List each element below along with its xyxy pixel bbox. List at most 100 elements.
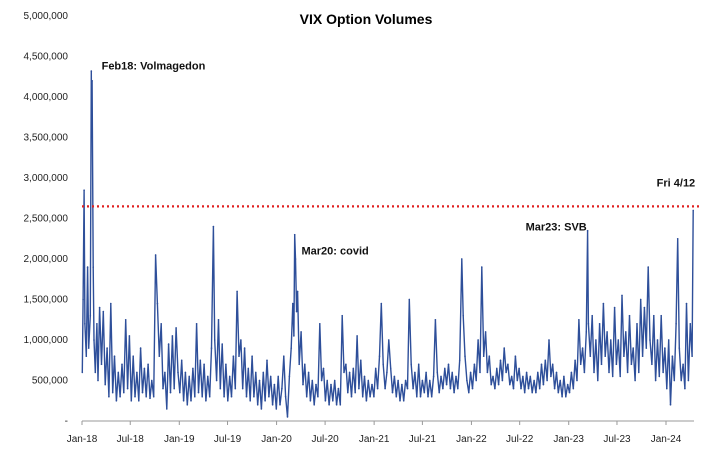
data-point — [684, 387, 686, 390]
data-point — [641, 355, 644, 358]
data-point — [404, 379, 407, 382]
data-point — [294, 258, 297, 260]
annotation-label: Mar23: SVB — [526, 222, 587, 234]
data-point — [555, 371, 558, 374]
data-point — [201, 395, 203, 398]
data-point — [134, 395, 136, 398]
x-tick-label: Jul-18 — [117, 434, 145, 445]
data-point — [286, 416, 289, 418]
data-point — [458, 359, 461, 362]
data-point — [626, 371, 629, 374]
data-point — [279, 404, 281, 406]
data-point — [585, 331, 588, 333]
data-point — [326, 379, 329, 382]
data-point — [152, 395, 155, 398]
data-point — [649, 339, 651, 341]
data-point — [195, 323, 198, 325]
data-point — [186, 404, 189, 406]
y-tick-label: 1,500,000 — [24, 295, 69, 306]
data-point — [469, 371, 472, 374]
data-point — [147, 363, 149, 366]
data-point — [219, 387, 222, 390]
data-point — [425, 371, 427, 374]
data-point — [97, 379, 99, 382]
data-point — [643, 306, 646, 309]
data-point — [410, 363, 413, 366]
data-point — [669, 404, 672, 406]
data-point — [563, 375, 565, 378]
data-point — [296, 290, 299, 293]
data-point — [212, 225, 215, 228]
data-point — [482, 355, 485, 358]
data-point — [273, 383, 276, 386]
data-point — [685, 302, 688, 305]
data-point — [177, 371, 179, 374]
data-point — [190, 400, 192, 402]
data-point — [315, 383, 317, 386]
data-point — [307, 371, 310, 374]
data-point — [636, 323, 638, 325]
data-point — [266, 359, 268, 362]
data-point — [290, 347, 293, 349]
data-point — [481, 266, 483, 268]
data-point — [673, 379, 676, 382]
data-point — [615, 363, 618, 366]
data-point — [121, 363, 123, 366]
x-tick-label: Jul-21 — [409, 434, 437, 445]
data-point — [687, 379, 690, 382]
data-point — [376, 387, 379, 390]
data-point — [156, 302, 159, 305]
data-point — [293, 233, 296, 236]
data-point — [106, 347, 108, 349]
data-point — [295, 310, 298, 313]
data-point — [81, 371, 84, 374]
data-point — [277, 375, 280, 378]
data-point — [228, 375, 231, 378]
data-point — [255, 371, 257, 374]
data-point — [691, 355, 693, 358]
data-point — [110, 302, 112, 305]
data-point — [164, 371, 166, 374]
data-point — [332, 400, 334, 402]
x-tick-label: Jul-23 — [603, 434, 631, 445]
data-point — [488, 355, 491, 358]
data-point — [445, 383, 448, 386]
data-point — [203, 363, 205, 366]
data-point — [92, 266, 94, 268]
data-point — [475, 379, 478, 382]
data-point — [653, 314, 655, 317]
data-point — [238, 355, 240, 358]
data-point — [333, 379, 336, 382]
data-point — [397, 379, 399, 382]
data-point — [230, 395, 233, 398]
data-point — [83, 189, 85, 191]
data-point — [173, 387, 175, 390]
data-point — [591, 314, 593, 317]
data-point — [258, 379, 261, 382]
data-point — [225, 363, 227, 366]
data-point — [249, 400, 251, 402]
data-point — [676, 238, 679, 240]
data-point — [281, 387, 283, 390]
data-point — [486, 371, 489, 374]
data-point — [516, 379, 519, 382]
data-point — [514, 355, 517, 358]
data-point — [139, 347, 142, 349]
data-point — [527, 387, 530, 390]
data-point — [205, 400, 207, 402]
data-point — [151, 379, 153, 382]
data-point — [537, 371, 539, 374]
data-point — [169, 391, 172, 394]
data-point — [510, 375, 513, 378]
y-tick-label: - — [65, 416, 68, 427]
y-tick-label: 3,000,000 — [24, 173, 69, 184]
data-point — [544, 359, 547, 362]
data-point — [632, 347, 634, 349]
data-point — [621, 294, 623, 297]
data-point — [322, 367, 325, 370]
data-point — [617, 339, 620, 341]
data-point — [529, 375, 532, 378]
data-point — [288, 375, 291, 378]
data-point — [570, 371, 573, 374]
